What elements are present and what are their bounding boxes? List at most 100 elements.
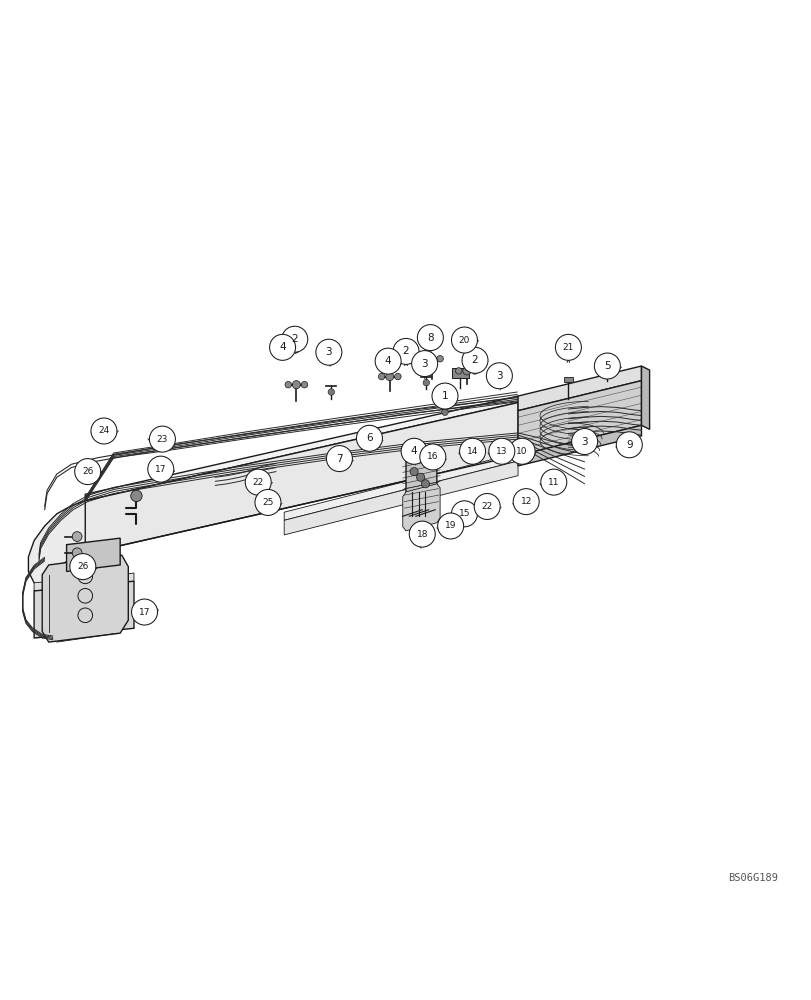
Circle shape xyxy=(72,548,82,558)
Text: 3: 3 xyxy=(325,347,332,357)
Circle shape xyxy=(474,494,500,519)
Circle shape xyxy=(461,347,487,373)
Text: 2: 2 xyxy=(402,346,409,356)
Text: 3: 3 xyxy=(421,359,427,369)
Circle shape xyxy=(411,351,437,377)
Circle shape xyxy=(513,489,539,515)
Circle shape xyxy=(70,554,96,580)
Circle shape xyxy=(441,409,448,416)
Polygon shape xyxy=(406,453,436,500)
Text: 21: 21 xyxy=(562,343,573,352)
Polygon shape xyxy=(28,501,85,636)
Circle shape xyxy=(75,459,101,485)
Text: 13: 13 xyxy=(496,447,507,456)
Circle shape xyxy=(148,456,174,482)
Circle shape xyxy=(378,373,384,380)
Polygon shape xyxy=(641,366,649,429)
Text: 17: 17 xyxy=(139,608,150,617)
Polygon shape xyxy=(85,396,517,501)
Circle shape xyxy=(571,429,597,455)
Circle shape xyxy=(486,363,512,389)
Polygon shape xyxy=(284,453,517,520)
Circle shape xyxy=(326,446,352,472)
Text: 18: 18 xyxy=(416,530,427,539)
Text: 6: 6 xyxy=(366,433,372,443)
Circle shape xyxy=(431,383,457,409)
Text: 22: 22 xyxy=(481,502,492,511)
Circle shape xyxy=(301,381,307,388)
Circle shape xyxy=(540,469,566,495)
Circle shape xyxy=(410,468,418,476)
Text: 2: 2 xyxy=(471,355,478,365)
Circle shape xyxy=(420,355,427,362)
Circle shape xyxy=(285,381,291,388)
Text: 24: 24 xyxy=(98,426,109,435)
Polygon shape xyxy=(34,573,134,591)
Circle shape xyxy=(409,521,435,547)
Circle shape xyxy=(281,326,307,352)
Polygon shape xyxy=(42,555,128,642)
Circle shape xyxy=(375,348,401,374)
Circle shape xyxy=(72,532,82,541)
Circle shape xyxy=(91,418,117,444)
Circle shape xyxy=(508,438,534,464)
Circle shape xyxy=(462,367,470,375)
Circle shape xyxy=(385,373,393,381)
Text: 4: 4 xyxy=(279,342,285,352)
Text: 19: 19 xyxy=(444,521,456,530)
Circle shape xyxy=(393,338,418,364)
Text: 14: 14 xyxy=(466,447,478,456)
Text: 12: 12 xyxy=(520,497,531,506)
Circle shape xyxy=(437,513,463,539)
Text: 7: 7 xyxy=(336,454,342,464)
Text: 16: 16 xyxy=(427,452,438,461)
Text: 3: 3 xyxy=(581,437,587,447)
Circle shape xyxy=(255,489,281,515)
Text: 2: 2 xyxy=(291,334,298,344)
Polygon shape xyxy=(284,461,517,535)
Circle shape xyxy=(471,368,478,374)
Polygon shape xyxy=(517,366,641,411)
Circle shape xyxy=(594,353,620,379)
Polygon shape xyxy=(85,403,517,554)
Circle shape xyxy=(488,438,514,464)
Circle shape xyxy=(436,355,443,362)
Circle shape xyxy=(131,490,142,502)
Polygon shape xyxy=(517,425,641,466)
Circle shape xyxy=(423,379,429,386)
Bar xyxy=(452,368,468,378)
Bar xyxy=(563,377,573,382)
Text: 3: 3 xyxy=(496,371,502,381)
Text: 20: 20 xyxy=(458,336,470,345)
Circle shape xyxy=(245,469,271,495)
Circle shape xyxy=(421,480,429,488)
Circle shape xyxy=(417,325,443,351)
Circle shape xyxy=(498,373,504,379)
Polygon shape xyxy=(517,381,641,455)
Text: 10: 10 xyxy=(516,447,527,456)
Circle shape xyxy=(451,501,477,527)
Circle shape xyxy=(616,432,642,458)
Circle shape xyxy=(401,438,427,464)
Circle shape xyxy=(455,368,461,374)
Circle shape xyxy=(394,373,401,380)
Circle shape xyxy=(315,339,341,365)
Circle shape xyxy=(451,327,477,353)
Text: 26: 26 xyxy=(82,467,93,476)
Text: 25: 25 xyxy=(262,498,273,507)
Text: 17: 17 xyxy=(155,465,166,474)
Text: 26: 26 xyxy=(77,562,88,571)
Circle shape xyxy=(603,360,610,366)
Circle shape xyxy=(416,473,424,481)
Circle shape xyxy=(356,425,382,451)
Circle shape xyxy=(427,355,436,363)
Text: BS06G189: BS06G189 xyxy=(727,873,777,883)
Circle shape xyxy=(555,334,581,360)
Text: 9: 9 xyxy=(625,440,632,450)
Text: 23: 23 xyxy=(157,435,168,444)
Polygon shape xyxy=(402,484,440,531)
Circle shape xyxy=(419,444,445,470)
Circle shape xyxy=(459,438,485,464)
Circle shape xyxy=(269,334,295,360)
Circle shape xyxy=(149,426,175,452)
